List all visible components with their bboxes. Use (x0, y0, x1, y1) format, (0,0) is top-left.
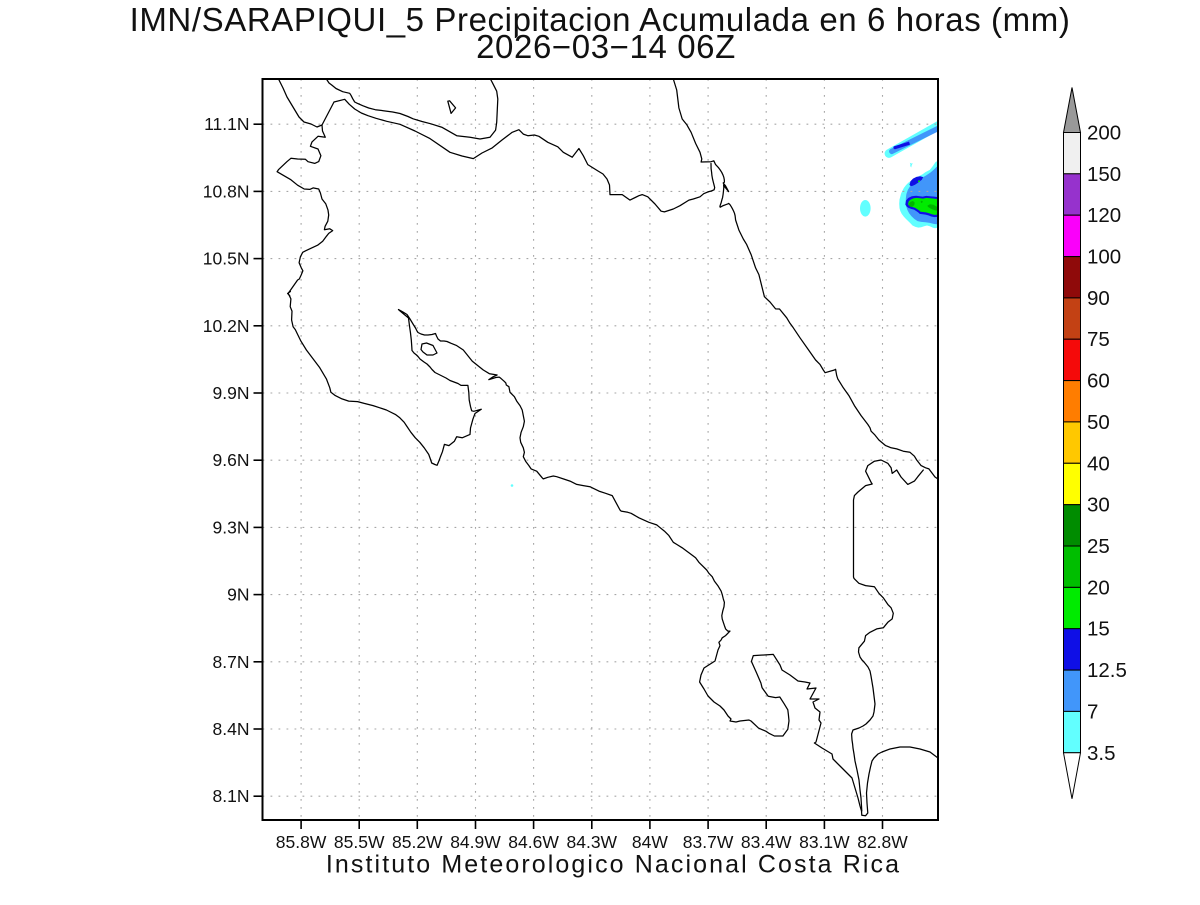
svg-text:10.8N: 10.8N (203, 181, 250, 201)
svg-text:50: 50 (1087, 411, 1110, 434)
svg-text:83.7W: 83.7W (683, 832, 734, 852)
svg-text:Instituto Meteorologico Nacion: Instituto Meteorologico Nacional Costa R… (326, 851, 901, 879)
svg-text:9.6N: 9.6N (213, 450, 250, 470)
svg-text:20: 20 (1087, 576, 1110, 599)
svg-text:83.4W: 83.4W (741, 832, 792, 852)
svg-text:10.2N: 10.2N (203, 316, 250, 336)
svg-text:100: 100 (1087, 246, 1121, 269)
svg-text:10.5N: 10.5N (203, 249, 250, 269)
svg-text:8.7N: 8.7N (213, 652, 250, 672)
svg-text:2026−03−14 06Z: 2026−03−14 06Z (476, 28, 736, 65)
svg-text:84W: 84W (632, 832, 668, 852)
svg-text:60: 60 (1087, 370, 1110, 393)
svg-text:25: 25 (1087, 535, 1110, 558)
svg-text:3.5: 3.5 (1087, 742, 1116, 765)
svg-text:9.9N: 9.9N (213, 383, 250, 403)
svg-text:IMN/SARAPIQUI_5 Precipitacion: IMN/SARAPIQUI_5 Precipitacion Acumulada … (130, 1, 1071, 38)
svg-text:85.2W: 85.2W (392, 832, 443, 852)
svg-text:11.1N: 11.1N (204, 114, 249, 134)
svg-text:7: 7 (1087, 700, 1098, 723)
svg-text:83.1W: 83.1W (799, 832, 850, 852)
svg-text:85.5W: 85.5W (334, 832, 385, 852)
svg-text:12.5: 12.5 (1087, 659, 1127, 682)
svg-text:200: 200 (1087, 122, 1121, 145)
svg-text:84.6W: 84.6W (508, 832, 559, 852)
svg-text:84.3W: 84.3W (567, 832, 618, 852)
svg-text:120: 120 (1087, 204, 1121, 227)
svg-text:9.3N: 9.3N (213, 517, 250, 537)
svg-text:30: 30 (1087, 494, 1110, 517)
svg-text:40: 40 (1087, 452, 1110, 475)
svg-text:150: 150 (1087, 163, 1121, 186)
svg-text:8.4N: 8.4N (213, 719, 250, 739)
svg-text:82.8W: 82.8W (857, 832, 908, 852)
svg-text:84.9W: 84.9W (450, 832, 501, 852)
svg-text:85.8W: 85.8W (276, 832, 327, 852)
svg-text:15: 15 (1087, 618, 1110, 641)
svg-text:8.1N: 8.1N (213, 786, 250, 806)
svg-text:75: 75 (1087, 328, 1110, 351)
svg-text:90: 90 (1087, 287, 1110, 310)
svg-text:9N: 9N (227, 585, 249, 605)
